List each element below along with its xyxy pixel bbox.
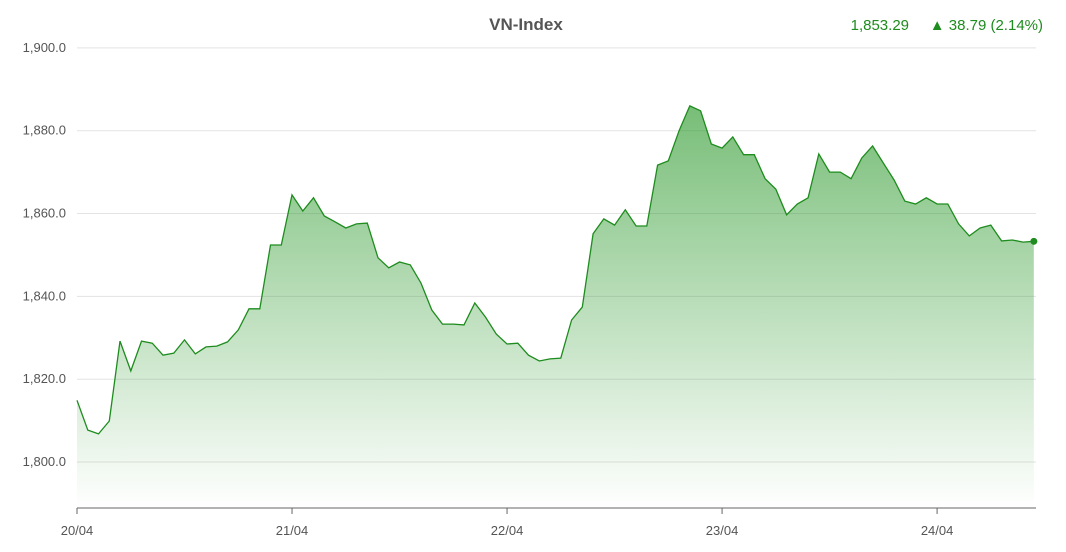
y-tick-label: 1,860.0 <box>23 206 66 221</box>
chart-title: VN-Index <box>489 15 563 34</box>
y-tick-label: 1,820.0 <box>23 371 66 386</box>
y-tick-label: 1,800.0 <box>23 454 66 469</box>
last-point <box>1030 237 1038 245</box>
x-tick-label: 23/04 <box>706 523 739 538</box>
change: ▲ 38.79 (2.14%) <box>930 17 1043 34</box>
y-tick-label: 1,900.0 <box>23 40 66 55</box>
x-tick-label: 22/04 <box>491 523 524 538</box>
last-value: 1,853.29 <box>851 17 909 34</box>
y-tick-label: 1,840.0 <box>23 288 66 303</box>
x-tick-label: 21/04 <box>276 523 309 538</box>
area <box>77 105 1034 509</box>
x-tick-label: 20/04 <box>61 523 94 538</box>
line <box>76 105 1034 435</box>
x-tick-label: 24/04 <box>921 523 954 538</box>
y-tick-label: 1,880.0 <box>23 123 66 138</box>
